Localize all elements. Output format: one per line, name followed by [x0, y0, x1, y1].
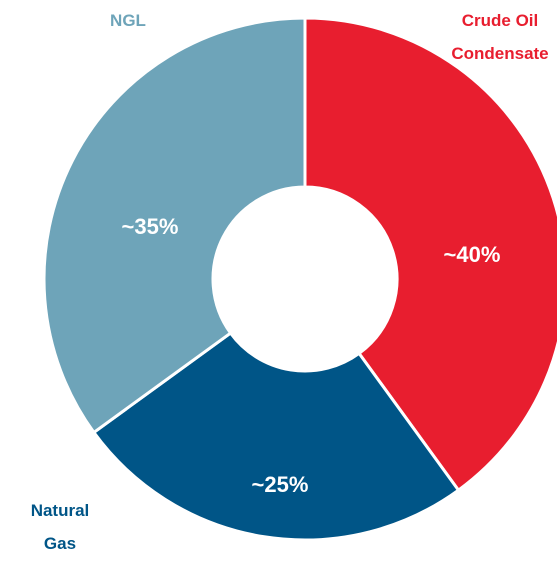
value-label: ~40% [444, 242, 501, 267]
value-label: ~35% [122, 214, 179, 239]
category-label-line: Condensate [451, 44, 548, 63]
category-label: Natural Gas [31, 501, 90, 553]
donut-slice [303, 16, 557, 493]
category-label-line: Natural [31, 501, 90, 520]
category-label-line: Gas [44, 534, 76, 553]
category-label-line: Crude Oil [462, 11, 539, 30]
category-label: NGL [110, 11, 146, 30]
category-label-line: NGL [110, 11, 146, 30]
value-label: ~25% [252, 472, 309, 497]
donut-slice [91, 330, 461, 542]
category-label: Crude Oil Condensate [451, 11, 548, 63]
donut-slice [42, 16, 307, 435]
